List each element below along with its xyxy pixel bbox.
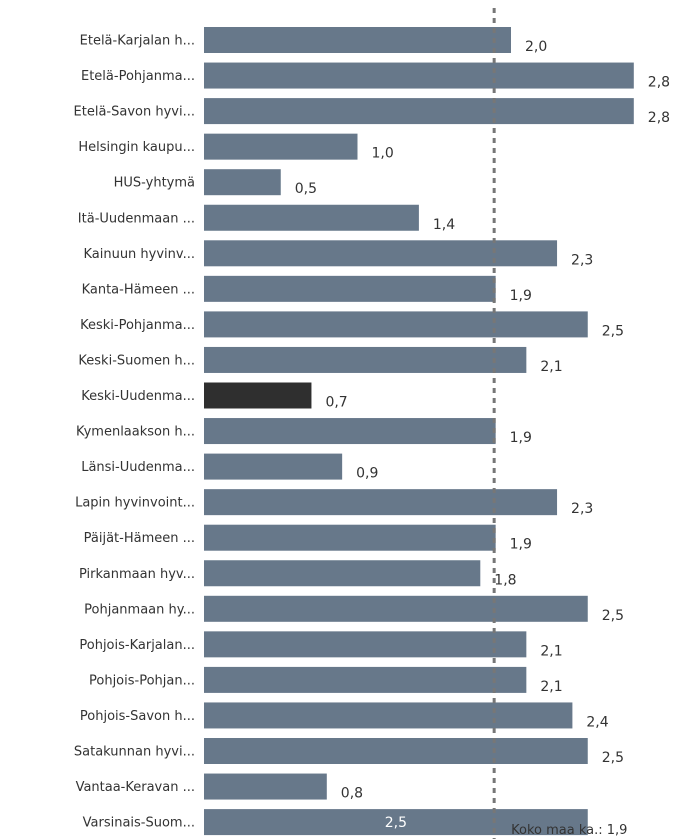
bar — [204, 205, 419, 231]
category-label: Päijät-Hämeen ... — [84, 531, 195, 546]
category-label: Lapin hyvinvoint... — [75, 496, 195, 511]
value-label: 2,5 — [602, 608, 624, 624]
category-label: Etelä-Karjalan h... — [80, 34, 195, 49]
bar — [204, 276, 496, 302]
value-label: 2,1 — [540, 679, 562, 695]
bar — [204, 63, 634, 89]
bar — [204, 667, 526, 693]
category-label: Kymenlaakson h... — [76, 425, 195, 440]
bar — [204, 311, 588, 337]
value-label: 0,9 — [356, 466, 378, 482]
value-label: 0,7 — [325, 395, 347, 411]
value-label: 2,5 — [602, 323, 624, 339]
category-label: Pohjois-Karjalan... — [79, 638, 195, 653]
bar — [204, 27, 511, 53]
category-label: HUS-yhtymä — [114, 176, 195, 191]
category-label: Keski-Uudenma... — [81, 389, 195, 404]
bar — [204, 489, 557, 515]
category-label: Vantaa-Keravan ... — [76, 780, 195, 795]
bar — [204, 454, 342, 480]
category-label: Pohjois-Savon h... — [80, 709, 195, 724]
value-label: 1,8 — [494, 572, 516, 588]
category-label: Keski-Pohjanma... — [80, 318, 195, 333]
value-label: 2,5 — [602, 750, 624, 766]
bar — [204, 169, 281, 195]
value-label: 2,3 — [571, 501, 593, 517]
bar — [204, 560, 480, 586]
value-label: 2,8 — [648, 75, 670, 91]
value-label: 2,3 — [571, 252, 593, 268]
bar — [204, 418, 496, 444]
category-label: Satakunnan hyvi... — [74, 745, 195, 760]
category-label: Länsi-Uudenma... — [81, 460, 195, 475]
bar — [204, 738, 588, 764]
bar — [204, 596, 588, 622]
bar — [204, 702, 572, 728]
bar — [204, 134, 358, 160]
value-label: 1,0 — [372, 146, 394, 162]
category-label: Etelä-Savon hyvi... — [74, 105, 195, 120]
value-label: 0,5 — [295, 181, 317, 197]
value-label: 2,1 — [540, 359, 562, 375]
category-label: Pohjois-Pohjan... — [89, 673, 195, 688]
category-label: Keski-Suomen h... — [78, 353, 195, 368]
category-label: Kainuun hyvinv... — [83, 247, 195, 262]
value-label: 2,0 — [525, 39, 547, 55]
category-label: Pohjanmaan hy... — [84, 602, 195, 617]
bar — [204, 98, 634, 124]
bar — [204, 240, 557, 266]
value-label: 2,8 — [648, 110, 670, 126]
value-label: 2,4 — [586, 714, 608, 730]
bars-group — [204, 27, 634, 835]
value-label: 1,9 — [510, 430, 532, 446]
bar — [204, 383, 311, 409]
category-label: Etelä-Pohjanma... — [81, 69, 195, 84]
category-label: Itä-Uudenmaan ... — [78, 211, 195, 226]
value-label: 1,9 — [510, 288, 532, 304]
bar — [204, 525, 496, 551]
value-label: 2,5 — [385, 815, 407, 831]
value-label: 1,9 — [510, 537, 532, 553]
reference-line-label: Koko maa ka.: 1,9 — [511, 823, 627, 838]
bar — [204, 631, 526, 657]
category-label: Helsingin kaupu... — [78, 140, 195, 155]
bar — [204, 774, 327, 800]
bar — [204, 347, 526, 373]
value-label: 0,8 — [341, 786, 363, 802]
category-labels-group: Etelä-Karjalan h... Etelä-Pohjanma... Etel… — [74, 34, 195, 831]
category-label: Kanta-Hämeen ... — [82, 282, 195, 297]
value-label: 1,4 — [433, 217, 455, 233]
value-label: 2,1 — [540, 643, 562, 659]
category-label: Pirkanmaan hyv... — [79, 567, 195, 582]
category-label: Varsinais-Suom... — [83, 816, 195, 831]
